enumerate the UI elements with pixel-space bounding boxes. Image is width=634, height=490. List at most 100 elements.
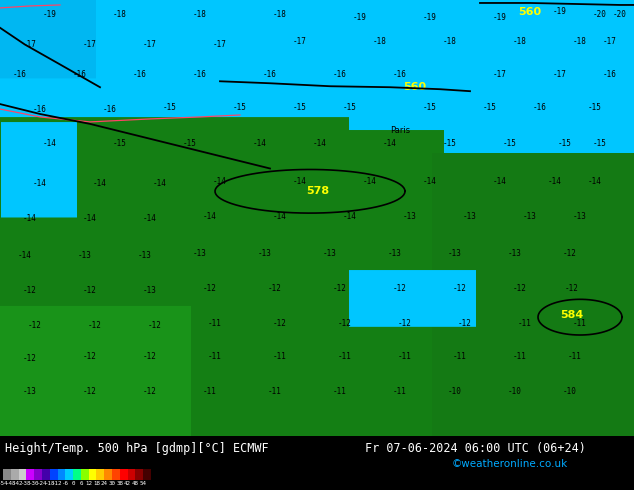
Text: -15: -15	[503, 139, 517, 148]
Text: 584: 584	[560, 310, 584, 320]
Text: -13: -13	[448, 249, 462, 258]
Text: -17: -17	[553, 70, 567, 79]
Text: -18: -18	[573, 37, 587, 46]
Text: -11: -11	[518, 318, 532, 328]
Text: -14: -14	[43, 139, 57, 148]
Text: -15: -15	[343, 102, 357, 112]
Bar	[127, 469, 136, 480]
Text: -14: -14	[18, 251, 32, 260]
Text: -17: -17	[603, 37, 617, 46]
Text: -17: -17	[293, 37, 307, 46]
Text: -16: -16	[73, 70, 87, 79]
Text: -14: -14	[143, 214, 157, 222]
Text: -12: -12	[338, 318, 352, 328]
Text: -10: -10	[563, 387, 577, 396]
Text: -12: -12	[203, 284, 217, 293]
Text: -12: -12	[23, 286, 37, 295]
Text: -15: -15	[443, 139, 457, 148]
Text: -16: -16	[103, 104, 117, 114]
Text: -12: -12	[28, 320, 42, 330]
Text: -24: -24	[37, 481, 47, 486]
Text: -14: -14	[313, 139, 327, 148]
Text: -20: -20	[613, 10, 627, 20]
Text: -15: -15	[293, 102, 307, 112]
Text: -12: -12	[565, 284, 579, 293]
Text: 560: 560	[403, 82, 427, 92]
Text: -16: -16	[263, 70, 277, 79]
Text: 48: 48	[132, 481, 139, 486]
Text: Paris: Paris	[390, 126, 410, 135]
Bar	[96, 469, 104, 480]
Text: -12: -12	[88, 320, 102, 330]
Text: -17: -17	[23, 40, 37, 49]
Text: -19: -19	[353, 13, 367, 23]
Text: -12: -12	[563, 249, 577, 258]
Text: -11: -11	[568, 352, 582, 361]
Text: -13: -13	[463, 212, 477, 220]
Text: -14: -14	[153, 179, 167, 188]
Text: -14: -14	[273, 212, 287, 220]
Text: -13: -13	[403, 212, 417, 220]
Text: -30: -30	[29, 481, 39, 486]
Text: -11: -11	[573, 318, 587, 328]
Text: -14: -14	[253, 139, 267, 148]
Text: -18: -18	[373, 37, 387, 46]
Text: -18: -18	[193, 10, 207, 20]
Text: -6: -6	[62, 481, 69, 486]
Text: -11: -11	[203, 387, 217, 396]
Text: -18: -18	[443, 37, 457, 46]
Text: -12: -12	[143, 387, 157, 396]
Text: -19: -19	[43, 10, 57, 20]
Text: -38: -38	[21, 481, 32, 486]
Text: -13: -13	[138, 251, 152, 260]
Text: -19: -19	[553, 7, 567, 16]
Bar	[73, 469, 81, 480]
Text: -14: -14	[23, 214, 37, 222]
Text: -14: -14	[383, 139, 397, 148]
Text: -11: -11	[268, 387, 282, 396]
Bar	[27, 469, 34, 480]
Text: -13: -13	[23, 387, 37, 396]
Text: -13: -13	[323, 249, 337, 258]
Text: -18: -18	[113, 10, 127, 20]
Text: -20: -20	[593, 10, 607, 20]
Text: -12: -12	[333, 284, 347, 293]
Text: -18: -18	[513, 37, 527, 46]
Text: -42: -42	[13, 481, 24, 486]
Bar	[11, 469, 18, 480]
Text: -14: -14	[493, 177, 507, 186]
Bar	[104, 469, 112, 480]
Text: -16: -16	[133, 70, 147, 79]
Text: -13: -13	[388, 249, 402, 258]
Text: 6: 6	[79, 481, 82, 486]
Text: -17: -17	[83, 40, 97, 49]
Text: -14: -14	[83, 214, 97, 222]
Text: 30: 30	[108, 481, 115, 486]
Text: -12: -12	[398, 318, 412, 328]
Text: 0: 0	[72, 481, 75, 486]
Text: -15: -15	[483, 102, 497, 112]
Text: -54: -54	[0, 481, 8, 486]
Text: -14: -14	[548, 177, 562, 186]
Text: -12: -12	[453, 284, 467, 293]
Text: -11: -11	[393, 387, 407, 396]
Text: -12: -12	[23, 354, 37, 363]
Text: -13: -13	[573, 212, 587, 220]
Bar	[3, 469, 11, 480]
Text: -14: -14	[213, 177, 227, 186]
Text: -11: -11	[208, 318, 222, 328]
Text: -17: -17	[143, 40, 157, 49]
Text: -19: -19	[493, 13, 507, 23]
Text: -12: -12	[513, 284, 527, 293]
Text: -14: -14	[93, 179, 107, 188]
Text: -13: -13	[508, 249, 522, 258]
Text: -15: -15	[588, 102, 602, 112]
Text: -14: -14	[423, 177, 437, 186]
Text: -14: -14	[343, 212, 357, 220]
Text: 42: 42	[124, 481, 131, 486]
Text: 560: 560	[519, 7, 541, 17]
Text: Fr 07-06-2024 06:00 UTC (06+24): Fr 07-06-2024 06:00 UTC (06+24)	[365, 441, 586, 455]
Text: -16: -16	[533, 102, 547, 112]
Text: -12: -12	[273, 318, 287, 328]
Text: -12: -12	[458, 318, 472, 328]
